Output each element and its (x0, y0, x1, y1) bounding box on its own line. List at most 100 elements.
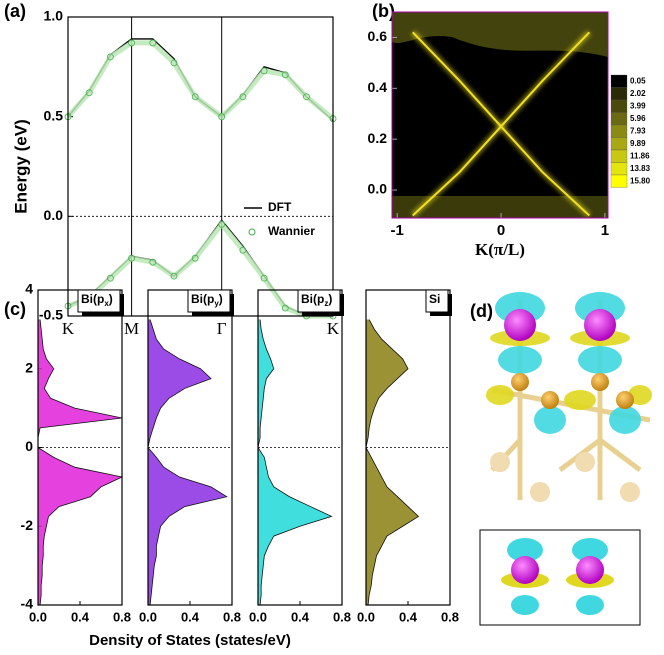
title-box (77, 289, 121, 313)
dos-curve (147, 319, 228, 606)
panel-label: (d) (470, 301, 493, 321)
x-tick-label: -1 (391, 222, 404, 239)
y-tick-label: 0.6 (368, 28, 388, 44)
colorbar-swatch (610, 99, 628, 113)
y-tick-label: 0.2 (368, 130, 388, 146)
panel-title-part: y (214, 299, 219, 308)
panel-label: (c) (4, 299, 26, 319)
x-tick-label: 0.0 (357, 609, 375, 624)
wannier-point (85, 89, 93, 97)
dos-curve (257, 319, 333, 606)
panel-title-part: ) (328, 292, 332, 306)
x-tick-label: 0.4 (399, 609, 418, 624)
x-tick-label: 1 (601, 222, 609, 239)
x-tick-label: 0.0 (249, 609, 267, 624)
x-tick-label: 0.8 (223, 609, 241, 624)
wannier-point (303, 93, 310, 101)
x-tick-label: 0.8 (113, 609, 131, 624)
panel-title-part: Bi(p (191, 292, 214, 306)
dos-area (366, 319, 419, 605)
panel-label: (a) (4, 1, 26, 21)
colorbar-label: 2.02 (630, 89, 646, 98)
panel-title: Si (429, 292, 440, 306)
wannier-point (239, 93, 247, 101)
colorbar-swatch (610, 174, 628, 188)
colorbar-swatch (610, 162, 628, 176)
wannier-band (66, 40, 335, 121)
wannier-point (170, 272, 178, 280)
legend-label: Wannier (268, 224, 315, 238)
colorbar-swatch (610, 124, 628, 138)
wannier-point (149, 39, 157, 47)
colorbar-label: 3.99 (630, 101, 646, 110)
y-tick-label: -2 (21, 517, 34, 533)
y-tick-label: -0.5 (39, 307, 63, 323)
y-tick-label: 2 (25, 359, 33, 375)
dos-curve (37, 319, 124, 606)
orbital-inset (479, 529, 641, 626)
y-tick-label: 0.4 (368, 79, 388, 95)
wannier-point (191, 93, 199, 101)
colorbar-label: 5.96 (630, 114, 646, 123)
colorbar-swatch (610, 87, 628, 101)
colorbar-swatch (610, 149, 628, 163)
plot-frame (391, 11, 609, 219)
x-tick-label: 0.8 (441, 609, 459, 624)
x-tick-label: 0.0 (29, 609, 47, 624)
x-tick-label: 0.8 (333, 609, 351, 624)
title-box (187, 289, 231, 313)
colorbar-swatch (610, 112, 628, 126)
colorbar-label: 13.83 (630, 164, 651, 173)
wannier-point (107, 274, 114, 282)
wannier-point (149, 258, 157, 266)
y-tick-label: 1.0 (44, 8, 64, 24)
wannier-point (281, 71, 289, 79)
wannier-band (67, 220, 333, 319)
orbital-image (486, 290, 652, 502)
colorbar-label: 7.93 (630, 126, 646, 135)
colorbar-label: 11.86 (630, 151, 650, 160)
wannier-point (281, 304, 289, 312)
panel-title: Bi(pz) (301, 292, 332, 308)
y-tick-label: 0 (25, 438, 33, 454)
dos-area (148, 319, 227, 605)
x-tick-label: K (62, 319, 75, 338)
map-top-band (392, 12, 608, 57)
panel-title-part: ) (109, 292, 113, 306)
panel-label: (b) (372, 1, 395, 21)
x-tick-label: K (327, 319, 340, 338)
panel-title-part: x (104, 299, 109, 308)
x-tick-label: 0.4 (181, 609, 200, 624)
x-axis-label: Density of States (states/eV) (89, 632, 291, 649)
panel-title-part: Si (429, 292, 440, 306)
dos-curve (365, 319, 420, 606)
y-tick-label: 0.5 (44, 107, 64, 123)
wannier-point (218, 220, 226, 228)
panel-title: Bi(px) (81, 292, 113, 308)
x-tick-label: 0.4 (291, 609, 310, 624)
panel-title-part: Bi(p (81, 292, 104, 306)
map-bottom-band (392, 196, 608, 218)
dos-area (38, 319, 122, 605)
legend-symbol (248, 228, 256, 236)
wannier-point (239, 246, 247, 254)
x-tick-label: Γ (217, 319, 227, 338)
wannier-point (260, 274, 268, 282)
y-tick-label: 0.0 (44, 207, 64, 223)
x-axis-label: K(π/L) (475, 240, 525, 259)
title-box (425, 289, 449, 313)
colorbar-label: 9.89 (630, 139, 646, 148)
wannier-point (128, 254, 136, 262)
legend-label: DFT (268, 200, 292, 214)
panel-title-part: z (324, 299, 328, 308)
wannier-point (170, 59, 178, 67)
x-tick-label: 0.0 (139, 609, 157, 624)
colorbar-swatch (610, 137, 628, 151)
y-tick-label: -4 (21, 596, 34, 612)
panel-title-part: ) (219, 292, 223, 306)
x-tick-label: 0 (497, 222, 505, 239)
wannier-point (218, 113, 226, 121)
panel-title: Bi(py) (191, 292, 223, 308)
wannier-point (191, 254, 199, 262)
